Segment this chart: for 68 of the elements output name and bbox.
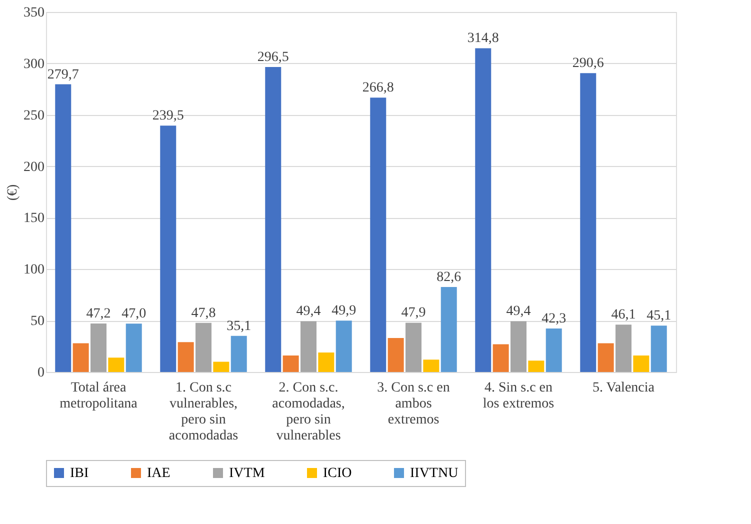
bar <box>423 360 440 372</box>
y-tick-label: 350 <box>24 6 44 20</box>
bar <box>510 321 526 372</box>
bar <box>546 328 562 372</box>
x-tick-label: 2. Con s.c. acomodadas, pero sin vulnerables <box>272 380 345 444</box>
legend-label: IIVTNU <box>410 466 458 481</box>
data-label: 42,3 <box>542 311 566 326</box>
bar <box>126 324 142 372</box>
data-label: 279,7 <box>47 67 79 82</box>
bar <box>178 342 194 372</box>
bar <box>55 84 72 372</box>
data-label: 49,4 <box>506 304 531 320</box>
data-label: 49,4 <box>296 304 321 320</box>
x-tick-label: 5. Valencia <box>592 380 656 396</box>
bar <box>388 338 404 372</box>
bar <box>108 358 124 372</box>
data-label: 35,1 <box>226 318 252 334</box>
legend-label: ICIO <box>323 466 352 481</box>
bar <box>318 352 334 372</box>
y-tick-label: 250 <box>24 108 44 124</box>
bar <box>90 323 106 372</box>
legend-label: IBI <box>70 466 89 481</box>
legend-label: IAE <box>147 466 170 481</box>
bar <box>528 360 544 372</box>
bar <box>196 322 212 372</box>
data-label: 46,1 <box>611 308 636 323</box>
data-label: 47,9 <box>401 306 426 321</box>
data-label: 82,6 <box>436 270 462 286</box>
bar <box>370 98 386 372</box>
bar <box>213 362 230 372</box>
bar <box>265 67 282 372</box>
bar <box>300 321 316 372</box>
x-tick-label: 3. Con s.c en ambos extremos <box>377 380 450 428</box>
y-tick-label: 50 <box>30 314 44 330</box>
bar <box>160 126 176 372</box>
bar <box>580 73 596 372</box>
data-label: 266,8 <box>362 80 394 96</box>
bar <box>440 287 457 372</box>
data-label: 49,9 <box>332 304 356 319</box>
bar <box>282 356 299 372</box>
x-tick-label: 4. Sin s.c en los extremos <box>482 380 554 412</box>
data-label: 47,0 <box>122 306 146 322</box>
data-label: 47,2 <box>86 306 111 322</box>
x-tick-label: 1. Con s.c vulnerables, pero sin acomodadas <box>168 380 238 444</box>
bar <box>406 322 422 372</box>
y-tick-label: 100 <box>24 262 44 278</box>
bar <box>492 344 509 372</box>
legend-label: IVTM <box>229 466 266 481</box>
bar <box>336 320 352 372</box>
bar <box>633 356 650 372</box>
y-tick-label: 300 <box>24 56 44 72</box>
bar <box>230 336 247 372</box>
x-tick-label: Total área metropolitana <box>60 380 138 412</box>
y-axis-title: (€) <box>6 184 20 201</box>
bar <box>475 48 492 372</box>
data-label: 239,5 <box>152 108 184 124</box>
data-label: 45,1 <box>646 308 672 324</box>
data-label: 296,5 <box>257 50 289 66</box>
bar <box>598 343 614 372</box>
bar <box>72 343 89 372</box>
data-label: 314,8 <box>467 31 499 46</box>
y-tick-label: 150 <box>24 211 44 226</box>
data-label: 290,6 <box>572 56 604 72</box>
y-tick-label: 200 <box>24 160 44 175</box>
bar <box>616 324 632 372</box>
bar <box>650 326 667 372</box>
data-label: 47,8 <box>191 306 216 321</box>
y-tick-label: 0 <box>38 366 44 380</box>
